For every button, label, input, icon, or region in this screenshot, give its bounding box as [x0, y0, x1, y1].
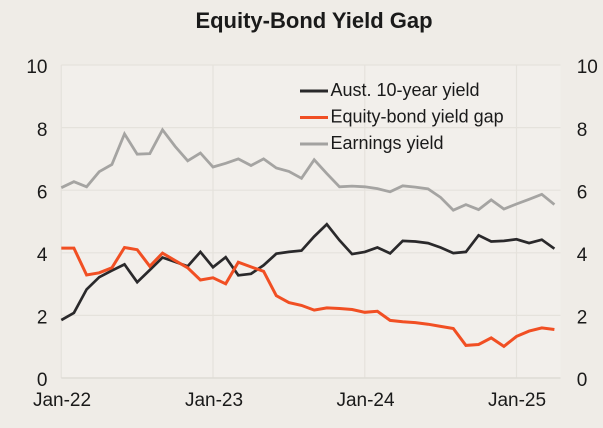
svg-text:Jan-23: Jan-23	[185, 390, 243, 411]
svg-text:Equity-Bond Yield Gap: Equity-Bond Yield Gap	[195, 8, 432, 33]
svg-text:10: 10	[26, 57, 47, 78]
svg-text:Jan-25: Jan-25	[488, 390, 546, 411]
svg-text:2: 2	[37, 308, 48, 329]
svg-text:Aust. 10-year yield: Aust. 10-year yield	[331, 80, 480, 100]
svg-text:0: 0	[577, 370, 588, 391]
svg-text:2: 2	[577, 308, 588, 329]
svg-text:8: 8	[577, 120, 588, 141]
svg-text:6: 6	[37, 182, 48, 203]
svg-text:0: 0	[37, 370, 48, 391]
svg-text:Equity-bond yield gap: Equity-bond yield gap	[331, 107, 504, 127]
svg-text:Jan-24: Jan-24	[336, 390, 395, 411]
svg-text:6: 6	[577, 182, 588, 203]
svg-text:Earnings yield: Earnings yield	[331, 133, 444, 153]
svg-text:8: 8	[37, 120, 48, 141]
svg-text:4: 4	[577, 245, 588, 266]
svg-text:Jan-22: Jan-22	[33, 390, 91, 411]
svg-text:10: 10	[577, 57, 598, 78]
svg-text:4: 4	[37, 245, 48, 266]
